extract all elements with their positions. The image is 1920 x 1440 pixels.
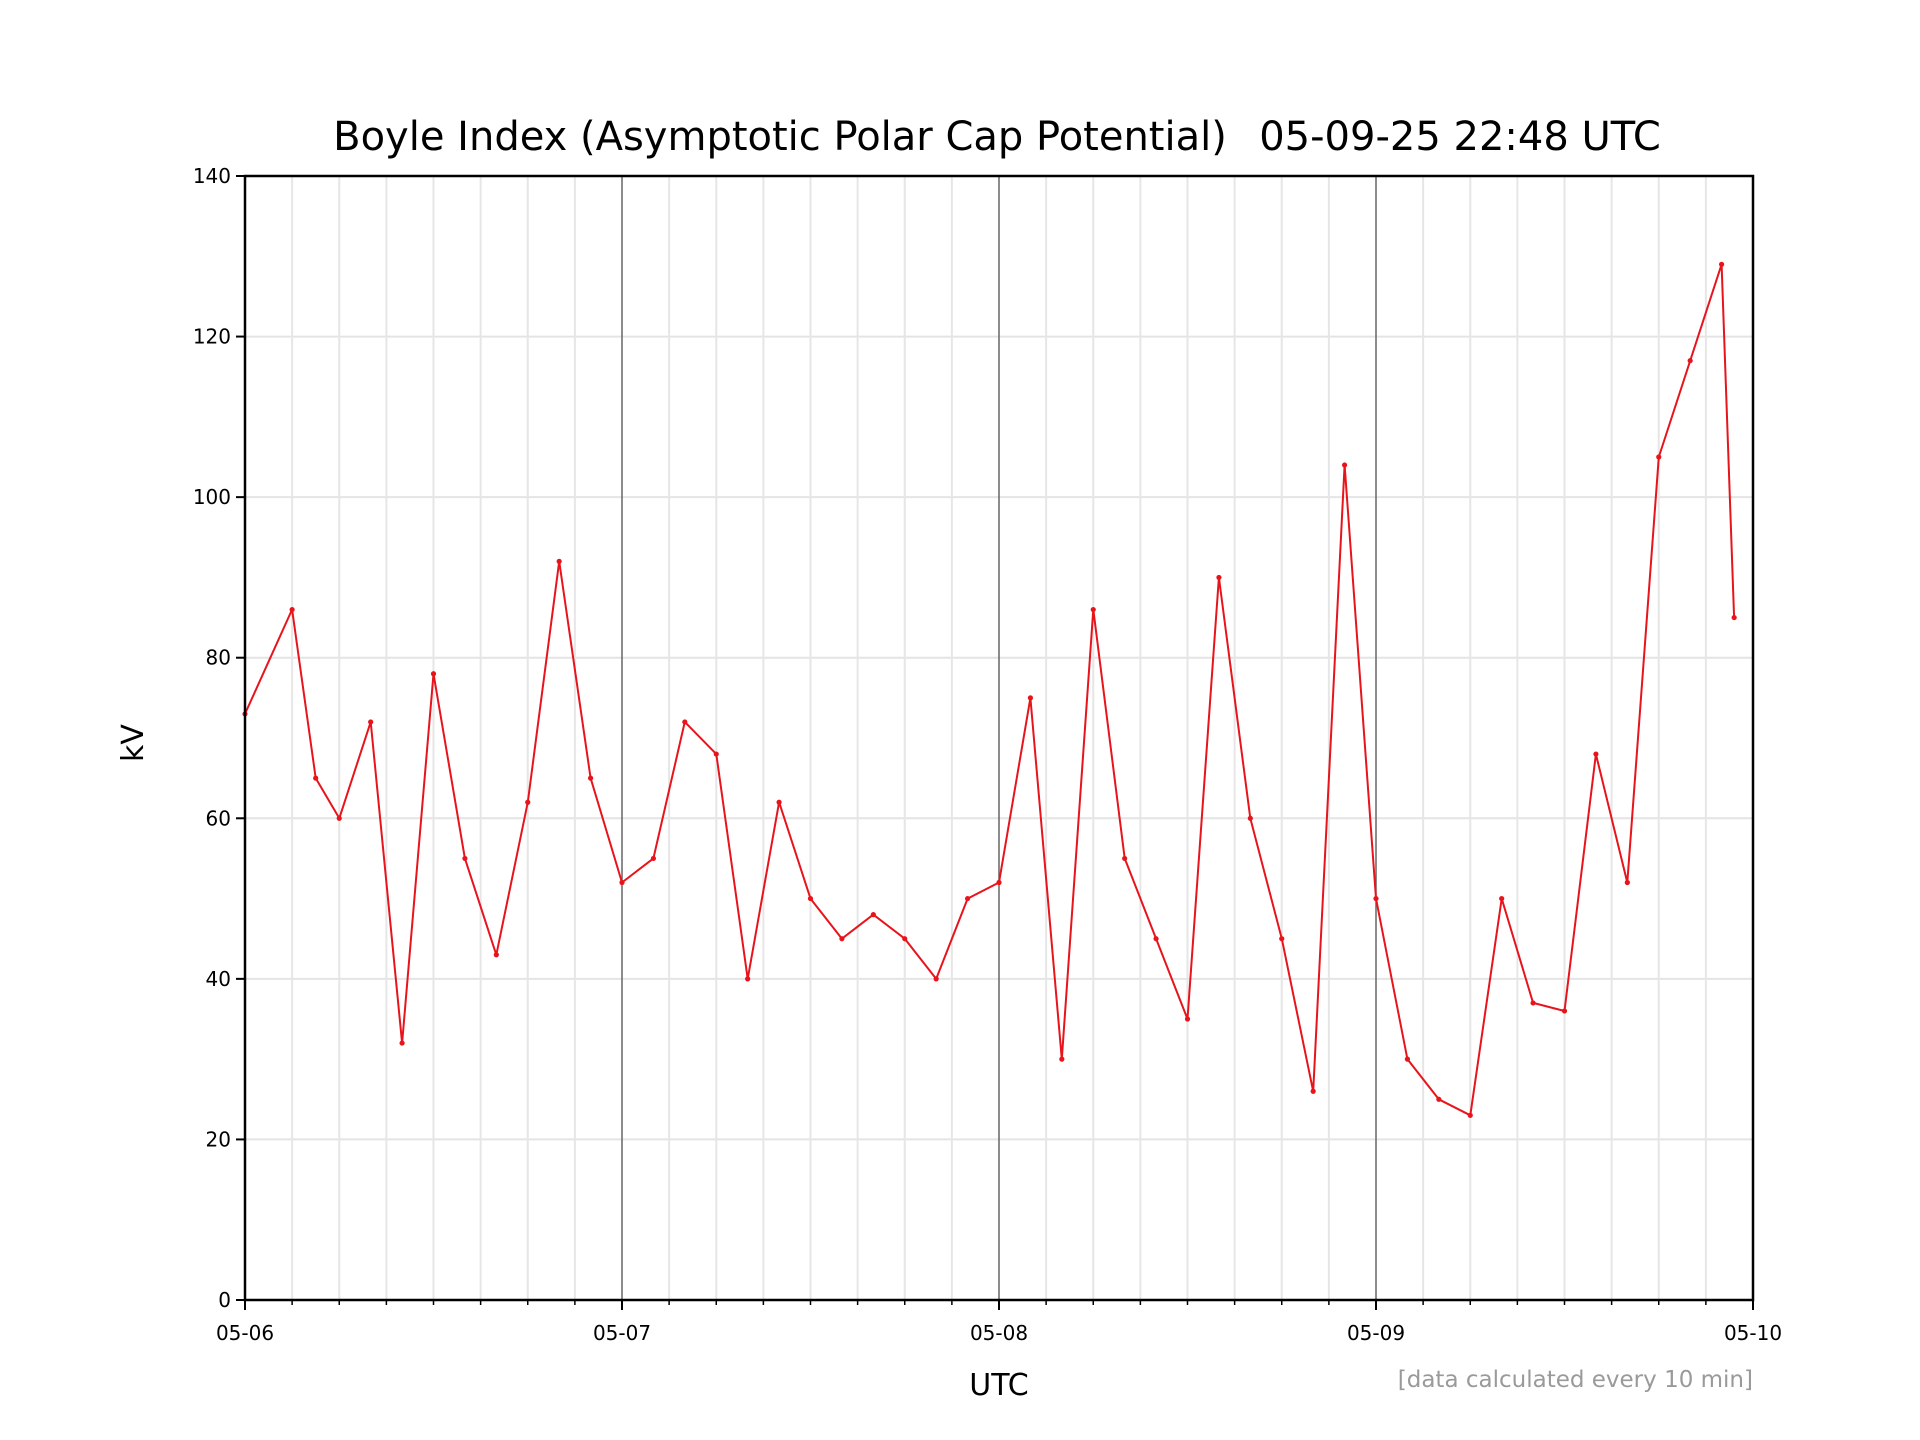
data-point <box>870 912 876 918</box>
data-point <box>1373 895 1379 902</box>
data-point <box>1184 1016 1191 1022</box>
data-point <box>1216 574 1222 581</box>
data-point <box>1090 606 1096 613</box>
data-point <box>1059 1056 1065 1062</box>
x-axis-label: UTC <box>969 1368 1028 1403</box>
y-tick-label: 0 <box>218 1288 231 1312</box>
axes: 0 20 40 60 80 100 120 140 05-06 05-07 05-08 05-09 05… <box>193 164 1782 1345</box>
y-tick-label: 60 <box>206 806 231 830</box>
data-point <box>933 976 939 982</box>
data-point <box>776 799 782 805</box>
data-point <box>336 815 342 821</box>
data-point <box>1310 1088 1316 1094</box>
data-point <box>1624 879 1630 886</box>
data-point <box>1153 936 1159 942</box>
data-point <box>430 671 437 677</box>
y-tick-label: 40 <box>206 967 231 991</box>
data-point <box>1561 1008 1568 1014</box>
data-point <box>745 976 751 982</box>
data-point <box>1687 358 1693 364</box>
data-point <box>1341 462 1348 468</box>
data-point <box>1436 1096 1442 1102</box>
x-tick-label: 05-06 <box>216 1321 274 1345</box>
chart-title: Boyle Index (Asymptotic Polar Cap Potent… <box>333 114 1227 160</box>
data-point <box>996 879 1002 886</box>
data-point <box>1279 936 1285 942</box>
y-tick-label: 20 <box>206 1127 231 1151</box>
data-point <box>462 855 468 862</box>
x-tick-label: 05-10 <box>1724 1321 1782 1345</box>
data-point <box>713 751 719 757</box>
y-tick-label: 100 <box>193 485 231 509</box>
data-point <box>1122 855 1128 862</box>
data-point <box>619 879 625 886</box>
x-tick-label: 05-07 <box>593 1321 651 1345</box>
data-point <box>1499 895 1505 902</box>
y-tick-label: 80 <box>206 646 231 670</box>
data-point <box>289 606 295 613</box>
data-point <box>1027 695 1034 701</box>
data-point <box>587 775 594 781</box>
data-point <box>1718 261 1725 267</box>
data-point <box>556 558 562 564</box>
data-point <box>1593 751 1599 757</box>
data-point <box>650 855 657 862</box>
data-point <box>399 1040 405 1046</box>
grid <box>245 175 1753 1301</box>
data-point <box>525 799 531 805</box>
y-tick-label: 120 <box>193 325 231 349</box>
x-tick-label: 05-09 <box>1347 1321 1405 1345</box>
data-point <box>1530 1000 1536 1006</box>
chart-timestamp: 05-09-25 22:48 UTC <box>1259 114 1661 160</box>
data-point <box>1656 454 1662 460</box>
data-point <box>1467 1112 1473 1118</box>
data-point <box>902 936 908 942</box>
data-point <box>807 895 814 902</box>
data-cadence-note: [data calculated every 10 min] <box>1398 1367 1753 1393</box>
data-point <box>682 719 688 725</box>
data-point <box>839 936 845 942</box>
data-point <box>368 719 374 725</box>
data-point <box>1247 815 1253 821</box>
x-tick-label: 05-08 <box>970 1321 1028 1345</box>
y-tick-label: 140 <box>193 164 231 188</box>
data-point <box>1404 1056 1411 1062</box>
series-line <box>244 263 1736 1117</box>
y-axis-label: kV <box>116 724 151 762</box>
data-point <box>1731 614 1737 621</box>
data-point <box>964 895 971 902</box>
data-point <box>493 952 499 958</box>
plot-area <box>242 261 1737 1118</box>
data-point <box>313 775 319 781</box>
